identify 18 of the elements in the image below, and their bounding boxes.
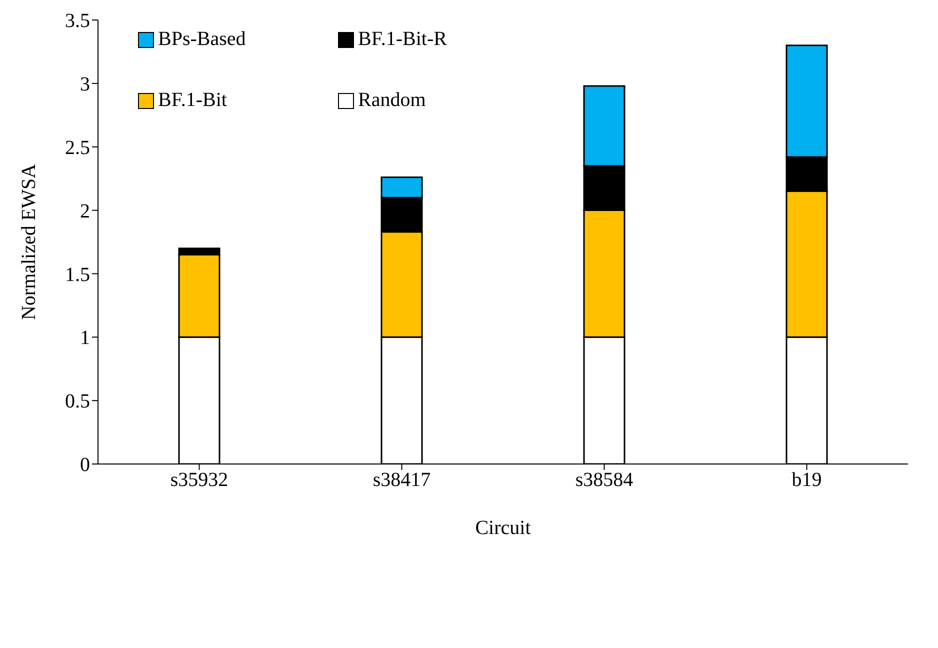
y-tick-label: 0: [80, 454, 90, 476]
x-axis-title: Circuit: [475, 517, 532, 539]
y-tick-label: 2.5: [65, 136, 90, 159]
x-tick-label: b19: [792, 469, 822, 492]
legend-label: BF.1-Bit: [158, 89, 227, 112]
x-tick-label: s38417: [372, 469, 431, 492]
x-tick-label: s38584: [575, 469, 634, 492]
legend-label: BF.1-Bit-R: [358, 28, 447, 51]
y-tick-label: 3.5: [65, 10, 90, 32]
y-tick-label: 1.5: [65, 264, 90, 286]
legend-label: BPs-Based: [158, 28, 246, 51]
y-tick-label: 2: [80, 200, 90, 222]
y-tick-label: 1: [80, 327, 90, 350]
y-tick-label: 0.5: [65, 390, 90, 413]
legend-label: Random: [358, 89, 426, 112]
x-tick-label: s35932: [170, 469, 228, 492]
y-tick-label: 3: [80, 74, 90, 96]
y-axis-title: Normalized EWSA: [18, 163, 40, 320]
